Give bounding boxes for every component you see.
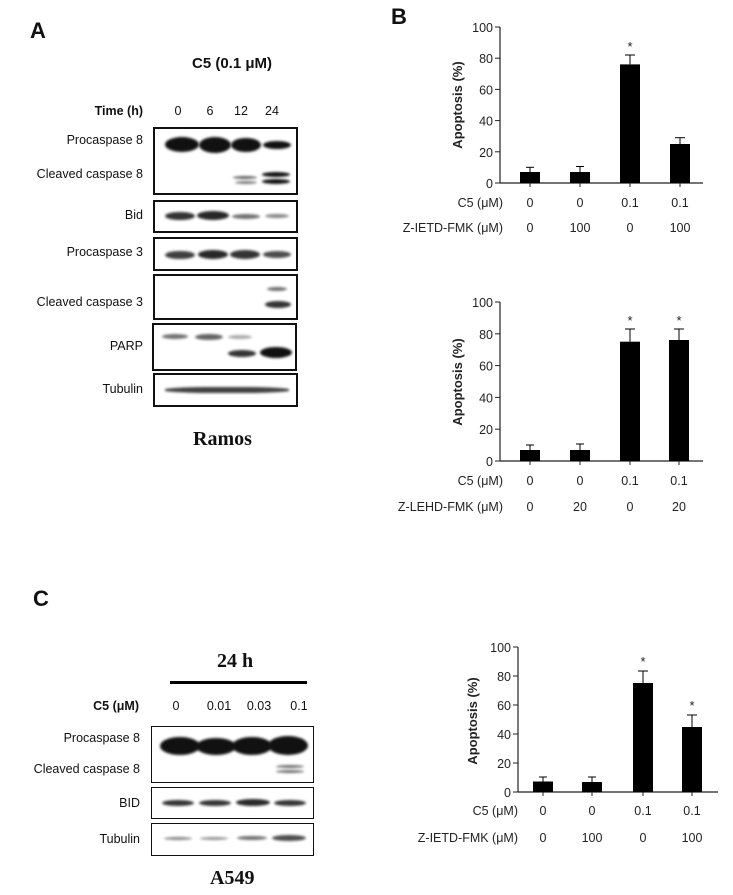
lane-label: 0.1 [290,699,308,713]
svg-text:0: 0 [577,474,584,488]
lane-label: 6 [206,104,214,118]
svg-text:20: 20 [479,146,493,160]
svg-text:0: 0 [640,831,647,845]
blot-label-procaspase-8: Procaspase 8 [66,133,143,147]
svg-text:80: 80 [497,670,511,684]
svg-text:0: 0 [540,804,547,818]
time-bracket-line [170,681,307,684]
dose-axis-label: C5 (μM) [93,699,139,713]
blot-label-parp: PARP [109,339,143,353]
svg-text:20: 20 [672,500,686,514]
blot-label-cleaved-caspase-8: Cleaved caspase 8 [36,167,143,181]
svg-text:20: 20 [479,423,493,437]
svg-text:0: 0 [627,500,634,514]
svg-text:C5 (μM): C5 (μM) [458,474,503,488]
svg-text:20: 20 [497,757,511,771]
apoptosis-chart-lehd: 0 20 40 60 80 100 Apoptosis (%) * * C5 (… [398,296,703,514]
svg-text:Z-LEHD-FMK (μM): Z-LEHD-FMK (μM) [398,500,503,514]
svg-text:0: 0 [504,786,511,800]
svg-text:C5 (μM): C5 (μM) [473,804,518,818]
time-label: 24 h [217,650,254,672]
svg-text:0.1: 0.1 [683,804,700,818]
svg-text:100: 100 [472,21,493,35]
svg-text:0: 0 [540,831,547,845]
svg-text:0: 0 [486,177,493,191]
blot-label-cleaved-caspase-3: Cleaved caspase 3 [36,295,143,309]
svg-text:80: 80 [479,328,493,342]
svg-text:Apoptosis (%): Apoptosis (%) [465,677,480,764]
svg-text:0: 0 [527,196,534,210]
lane-label: 12 [234,104,248,118]
svg-text:60: 60 [479,360,493,374]
svg-text:Apoptosis (%): Apoptosis (%) [450,338,465,425]
y-axis-label: Apoptosis (%) [450,61,465,148]
lane-label: 0 [172,699,180,713]
apoptosis-chart-ietd: 0 20 40 60 80 100 Apoptosis (%) * C5 (μM… [403,21,703,235]
cell-line-label: A549 [210,867,255,889]
blot-label-procaspase-3: Procaspase 3 [66,245,143,259]
svg-text:20: 20 [573,500,587,514]
svg-text:0: 0 [486,455,493,469]
svg-text:*: * [627,313,632,328]
blot-caspase-8 [153,127,298,195]
blot-procaspase-3 [153,237,298,271]
panel-letter-b: B [391,4,407,29]
blot-tubulin [153,373,298,407]
svg-text:100: 100 [472,296,493,310]
panel-letter-a: A [30,18,46,43]
apoptosis-chart-a549: 0 20 40 60 80 100 Apoptosis (%) * * C5 (… [418,641,718,845]
svg-text:60: 60 [479,83,493,97]
svg-text:80: 80 [479,52,493,66]
svg-text:*: * [627,39,632,54]
cell-line-label: Ramos [193,428,252,450]
svg-text:0.1: 0.1 [621,474,638,488]
blot-label-tubulin: Tubulin [99,832,140,846]
svg-text:0.1: 0.1 [670,474,687,488]
svg-text:100: 100 [682,831,703,845]
time-axis-label: Time (h) [94,104,143,118]
svg-text:100: 100 [582,831,603,845]
blot-caspase-8 [151,726,314,783]
panel-letter-c: C [33,586,49,611]
lane-label: 0 [174,104,182,118]
blot-tubulin [151,823,314,856]
treatment-label: C5 (0.1 μM) [192,55,273,72]
blot-bid [153,200,298,233]
blot-parp [152,323,297,371]
lane-label: 0.01 [206,699,232,713]
lane-label: 0.03 [246,699,272,713]
svg-text:C5 (μM): C5 (μM) [458,196,503,210]
svg-text:Z-IETD-FMK (μM): Z-IETD-FMK (μM) [418,831,518,845]
svg-text:*: * [640,654,645,669]
svg-text:0: 0 [527,500,534,514]
svg-text:0.1: 0.1 [634,804,651,818]
svg-text:0.1: 0.1 [621,196,638,210]
svg-text:*: * [689,698,694,713]
lane-label: 24 [265,104,279,118]
svg-text:0: 0 [527,221,534,235]
svg-text:0: 0 [627,221,634,235]
blot-label-tubulin: Tubulin [102,382,143,396]
svg-text:60: 60 [497,699,511,713]
blot-bid [151,787,314,819]
blot-label-bid: Bid [124,208,143,222]
svg-text:100: 100 [670,221,691,235]
svg-text:0: 0 [577,196,584,210]
svg-text:40: 40 [479,391,493,405]
svg-text:100: 100 [490,641,511,655]
blot-label-bid: BID [119,796,140,810]
svg-text:100: 100 [570,221,591,235]
svg-text:40: 40 [479,115,493,129]
svg-text:Z-IETD-FMK (μM): Z-IETD-FMK (μM) [403,221,503,235]
svg-text:0: 0 [589,804,596,818]
blot-label-cleaved-caspase-8: Cleaved caspase 8 [33,762,140,776]
svg-text:0.1: 0.1 [671,196,688,210]
blot-label-procaspase-8: Procaspase 8 [63,731,140,745]
svg-text:0: 0 [527,474,534,488]
svg-text:*: * [676,313,681,328]
svg-text:40: 40 [497,728,511,742]
blot-cleaved-caspase-3 [153,274,298,320]
